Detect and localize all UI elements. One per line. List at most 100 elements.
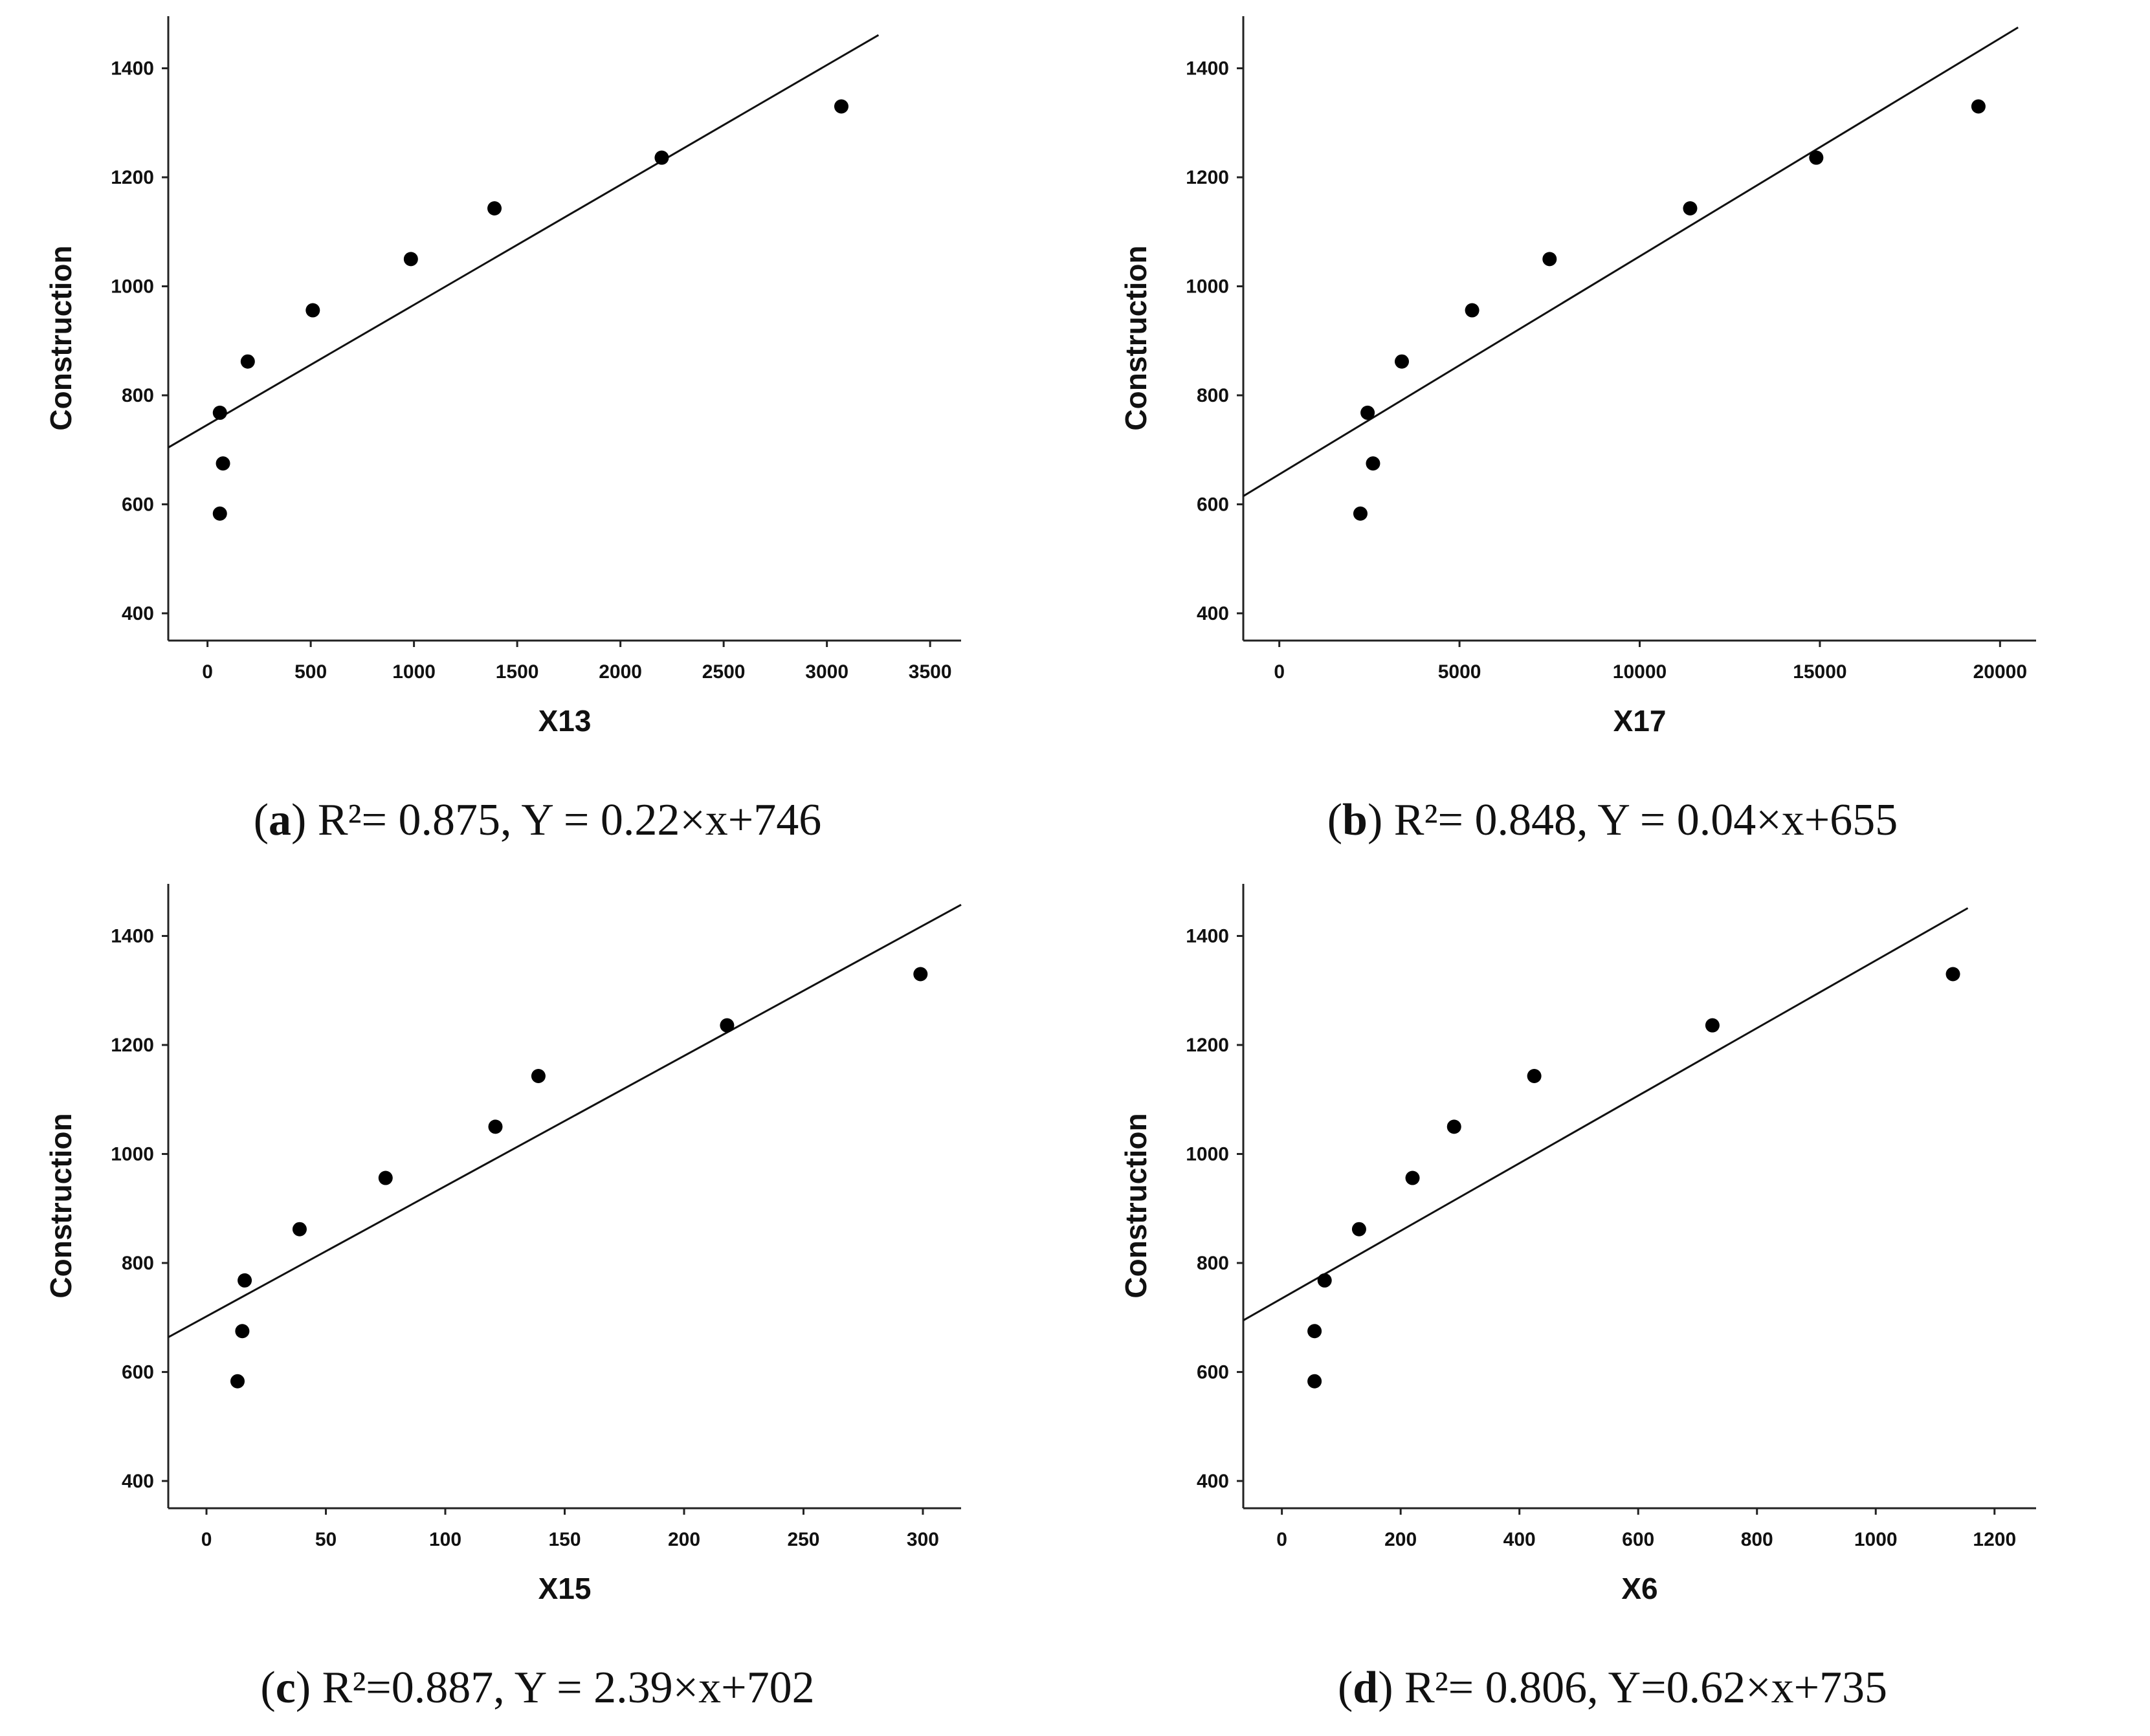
chart-b: 400 600 800 1000 1200 1400 0 5000 10000 15000 2000…: [1119, 16, 2036, 845]
y-tick-label: 800: [122, 385, 154, 406]
data-point: [531, 1069, 546, 1084]
caption-sep: ,: [493, 1663, 514, 1713]
x-tick-label: 600: [1622, 1529, 1654, 1550]
x-tick-label: 1200: [1973, 1529, 2016, 1550]
caption-equation: Y = 0.22×x+746: [521, 795, 821, 845]
data-point: [230, 1374, 245, 1389]
x-tick-label: 0: [1274, 661, 1285, 683]
x-axis-label: X15: [538, 1572, 592, 1605]
data-point: [834, 99, 848, 114]
caption-equation: Y=0.62×x+735: [1608, 1663, 1887, 1713]
data-point: [1366, 456, 1380, 471]
panel-d: 400 600 800 1000 1200 1400 0 200 400 600 800 1000 12…: [1075, 868, 2150, 1735]
y-tick-label: 400: [1197, 1471, 1229, 1492]
caption-open-paren: (: [1327, 795, 1342, 845]
caption-panel-label: a: [269, 795, 291, 845]
panel-b: 400 600 800 1000 1200 1400 0 5000 10000 15000 2000…: [1075, 0, 2150, 868]
fit-line: [168, 904, 962, 1339]
x-tick-label: 0: [202, 661, 213, 683]
y-tick-label: 1000: [1186, 276, 1229, 297]
data-point: [235, 1324, 250, 1339]
data-point: [1353, 506, 1368, 521]
data-point: [1542, 252, 1557, 267]
x-tick-label: 1000: [1854, 1529, 1898, 1550]
y-tick-label: 400: [122, 1471, 154, 1492]
y-axis-label: Construction: [1119, 1113, 1153, 1298]
y-tick-label: 600: [1197, 1361, 1229, 1383]
data-point: [720, 1018, 735, 1033]
caption-equation: Y = 0.04×x+655: [1597, 795, 1898, 845]
caption-sep: ,: [1577, 795, 1597, 845]
data-point: [240, 354, 255, 369]
data-point: [212, 405, 227, 420]
panel-c: 400 600 800 1000 1200 1400 0 50 100 150 200 250 300 X…: [0, 868, 1075, 1735]
data-point: [1395, 354, 1409, 369]
data-point: [1683, 201, 1698, 216]
y-tick-label: 1200: [1186, 1035, 1229, 1056]
y-tick-label: 600: [122, 494, 154, 515]
x-tick-label: 3500: [909, 661, 952, 683]
y-axis-label: Construction: [44, 245, 78, 430]
x-tick-label: 0: [1276, 1529, 1287, 1550]
data-point: [238, 1273, 252, 1288]
y-tick-label: 1000: [111, 1143, 154, 1165]
y-tick-label: 600: [122, 1361, 154, 1383]
data-point: [1971, 99, 1986, 114]
y-tick-label: 400: [122, 603, 154, 624]
y-tick-label: 1200: [111, 1035, 154, 1056]
data-point: [378, 1170, 393, 1185]
data-point: [1360, 405, 1375, 420]
x-tick-label: 3000: [805, 661, 848, 683]
data-point: [1307, 1374, 1322, 1389]
y-tick-label: 800: [1197, 1253, 1229, 1274]
x-tick-label: 50: [315, 1529, 337, 1550]
caption: (a) R²= 0.875, Y = 0.22×x+746: [254, 795, 822, 845]
y-tick-label: 800: [1197, 385, 1229, 406]
caption-open-paren: (: [260, 1663, 275, 1713]
data-point: [1317, 1273, 1332, 1288]
data-point: [292, 1222, 307, 1236]
caption-panel-label: d: [1353, 1663, 1378, 1713]
y-tick-label: 600: [1197, 494, 1229, 515]
y-axis-label: Construction: [1119, 245, 1153, 430]
chart-d: 400 600 800 1000 1200 1400 0 200 400 600 800 1000 12…: [1119, 884, 2036, 1713]
caption-close-paren: ): [296, 1663, 322, 1713]
data-point: [487, 201, 502, 216]
x-tick-label: 20000: [1973, 661, 2027, 683]
data-point: [1809, 150, 1824, 165]
data-point: [1465, 303, 1480, 318]
y-tick-label: 1000: [1186, 1143, 1229, 1165]
caption-r2: R²= 0.806: [1404, 1663, 1587, 1713]
x-tick-label: 15000: [1793, 661, 1846, 683]
caption-equation: Y = 2.39×x+702: [515, 1663, 815, 1713]
data-point: [212, 506, 227, 521]
chart-a: 400 600 800 1000 1200 1400 0 500 1000 1500 2000 250…: [44, 16, 961, 845]
fit-line: [1243, 27, 2019, 498]
y-tick-label: 1400: [111, 58, 154, 80]
data-point: [1446, 1119, 1461, 1134]
caption-r2: R²= 0.848: [1394, 795, 1577, 845]
chart-c: 400 600 800 1000 1200 1400 0 50 100 150 200 250 300 X…: [44, 884, 962, 1713]
caption-close-paren: ): [291, 795, 318, 845]
caption: (d) R²= 0.806, Y=0.62×x+735: [1338, 1663, 1887, 1713]
data-point: [403, 252, 418, 267]
caption: (b) R²= 0.848, Y = 0.04×x+655: [1327, 795, 1898, 845]
caption: (c) R²=0.887, Y = 2.39×x+702: [260, 1663, 814, 1713]
data-point: [1527, 1069, 1542, 1084]
y-tick-label: 1200: [111, 167, 154, 188]
caption-open-paren: (: [1338, 1663, 1353, 1713]
caption-panel-label: c: [276, 1663, 296, 1713]
caption-r2: R²=0.887: [322, 1663, 494, 1713]
x-axis-label: X13: [538, 704, 592, 738]
data-point: [1705, 1018, 1720, 1033]
data-point: [1945, 967, 1960, 982]
x-tick-label: 200: [1384, 1529, 1417, 1550]
x-tick-label: 500: [294, 661, 327, 683]
x-tick-label: 100: [429, 1529, 461, 1550]
x-tick-label: 2500: [702, 661, 746, 683]
caption-r2: R²= 0.875: [318, 795, 500, 845]
y-tick-label: 400: [1197, 603, 1229, 624]
y-tick-label: 800: [122, 1253, 154, 1274]
x-tick-label: 800: [1741, 1529, 1773, 1550]
x-tick-label: 0: [201, 1529, 212, 1550]
